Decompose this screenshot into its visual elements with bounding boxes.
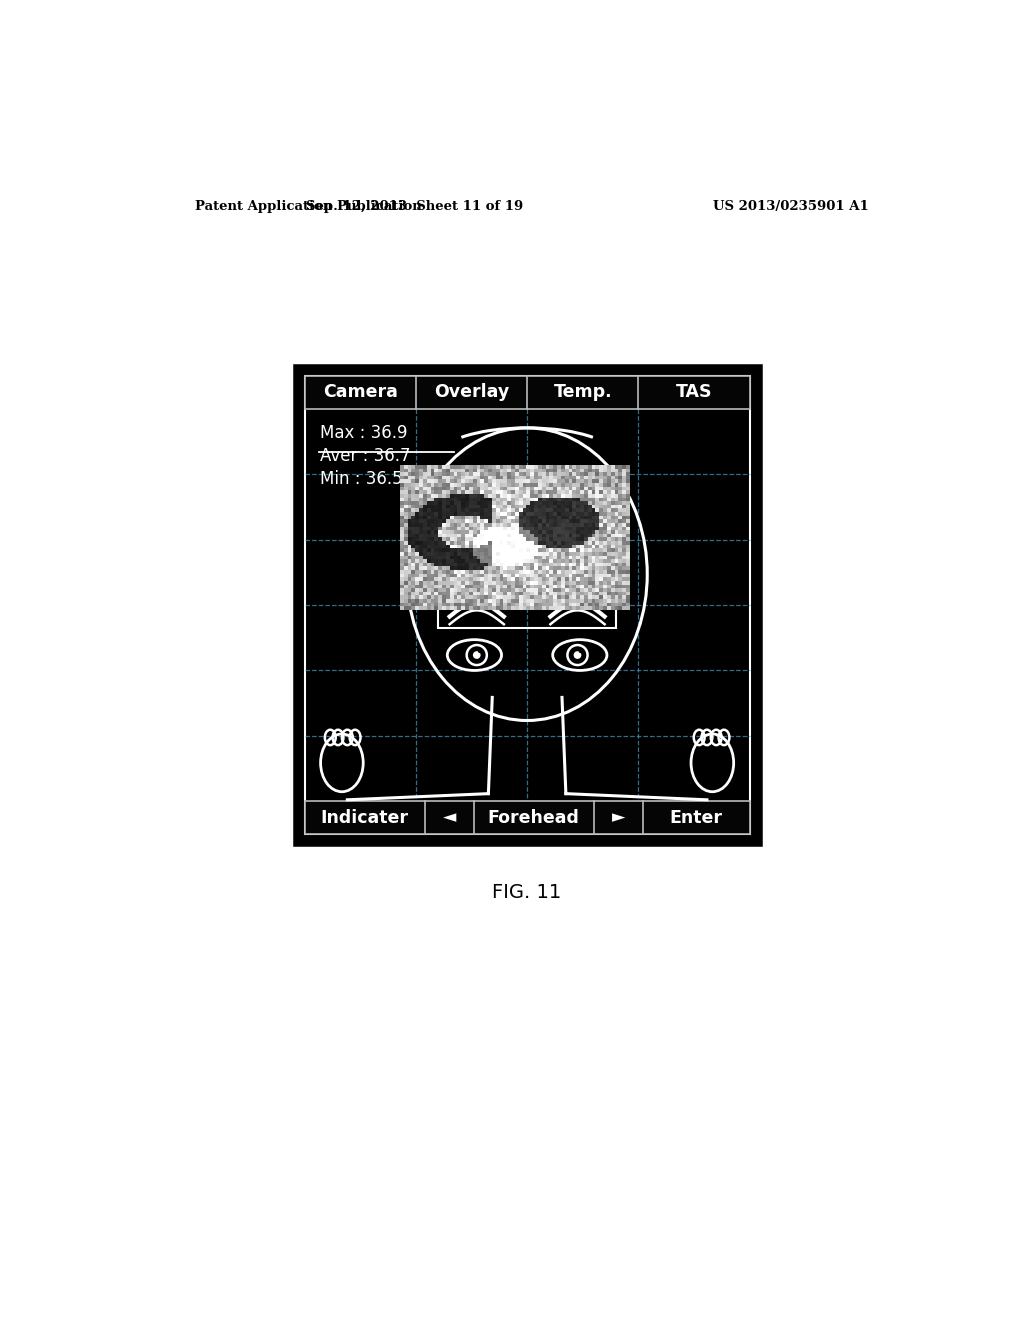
Text: US 2013/0235901 A1: US 2013/0235901 A1 — [713, 199, 869, 213]
Text: Max : 36.9: Max : 36.9 — [321, 424, 408, 442]
Bar — [291, 363, 764, 847]
Bar — [305, 376, 750, 409]
Text: Temp.: Temp. — [553, 384, 612, 401]
Circle shape — [579, 649, 583, 653]
Text: ►: ► — [611, 809, 625, 826]
Circle shape — [573, 651, 582, 659]
Circle shape — [473, 651, 480, 659]
Text: Forehead: Forehead — [487, 809, 580, 826]
Text: FIG. 11: FIG. 11 — [493, 883, 562, 902]
Bar — [305, 376, 750, 834]
Text: ◄: ◄ — [442, 809, 456, 826]
Text: Indicater: Indicater — [321, 809, 409, 826]
Text: Patent Application Publication: Patent Application Publication — [196, 199, 422, 213]
Text: Overlay: Overlay — [434, 384, 509, 401]
Circle shape — [478, 649, 481, 653]
Text: Enter: Enter — [670, 809, 723, 826]
Text: Aver : 36.7: Aver : 36.7 — [321, 447, 411, 465]
Text: Min : 36.5: Min : 36.5 — [321, 470, 402, 488]
Bar — [305, 801, 750, 834]
Text: TAS: TAS — [676, 384, 713, 401]
Text: Camera: Camera — [323, 384, 397, 401]
Text: Sep. 12, 2013  Sheet 11 of 19: Sep. 12, 2013 Sheet 11 of 19 — [306, 199, 523, 213]
Bar — [438, 516, 616, 628]
